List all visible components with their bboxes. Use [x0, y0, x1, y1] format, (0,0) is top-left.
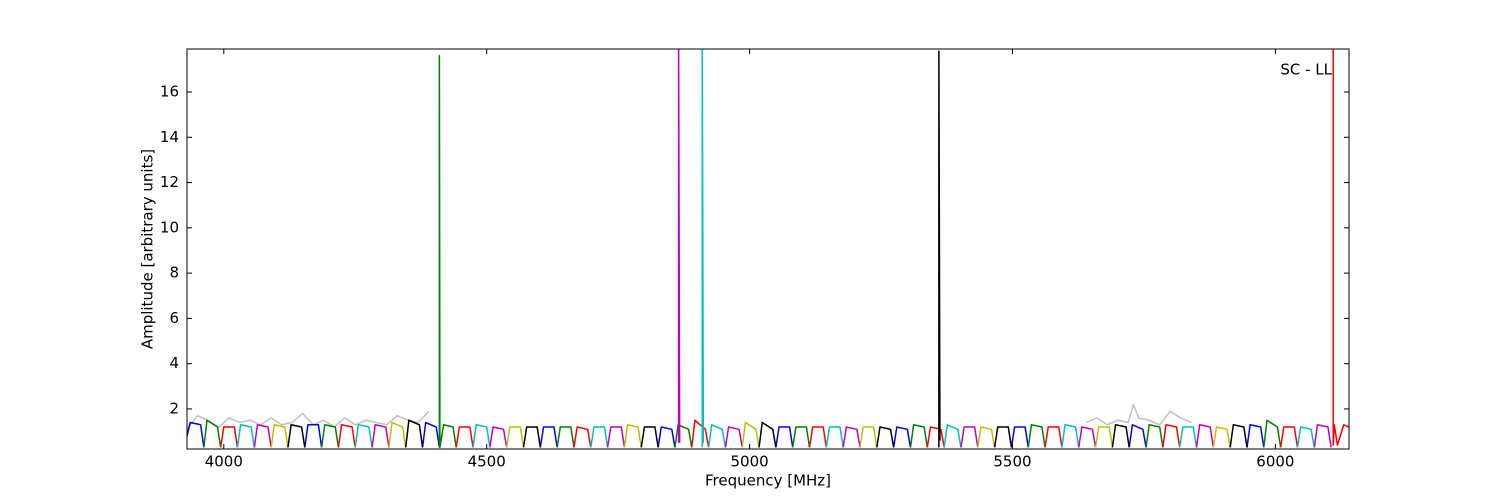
annotation: SC - LL	[1280, 61, 1332, 79]
y-tick-label: 2	[169, 399, 179, 417]
y-axis-label: Amplitude [arbitrary units]	[139, 149, 157, 349]
series-line	[203, 55, 1282, 449]
y-tick-label: 6	[169, 309, 179, 327]
series-line	[270, 421, 1231, 448]
y-tick-label: 12	[160, 173, 179, 191]
x-tick-label: 5000	[731, 453, 769, 471]
series-line	[187, 403, 1192, 430]
series-line	[253, 49, 1332, 448]
y-tick-label: 16	[160, 83, 179, 101]
x-tick-label: 4500	[468, 453, 506, 471]
plot-frame	[186, 48, 1350, 450]
y-tick-label: 10	[160, 218, 179, 236]
plot-area	[187, 49, 1349, 449]
series-line	[187, 421, 1265, 448]
series-line	[236, 49, 1316, 448]
x-tick-label: 4000	[205, 453, 243, 471]
x-tick-label: 6000	[1256, 453, 1294, 471]
y-tick-label: 8	[169, 264, 179, 282]
series-line	[287, 50, 1248, 448]
series-line	[219, 49, 1349, 448]
x-tick-label: 5500	[993, 453, 1031, 471]
y-tick-label: 4	[169, 354, 179, 372]
x-axis-label: Frequency [MHz]	[705, 472, 831, 490]
y-tick-label: 14	[160, 128, 179, 146]
